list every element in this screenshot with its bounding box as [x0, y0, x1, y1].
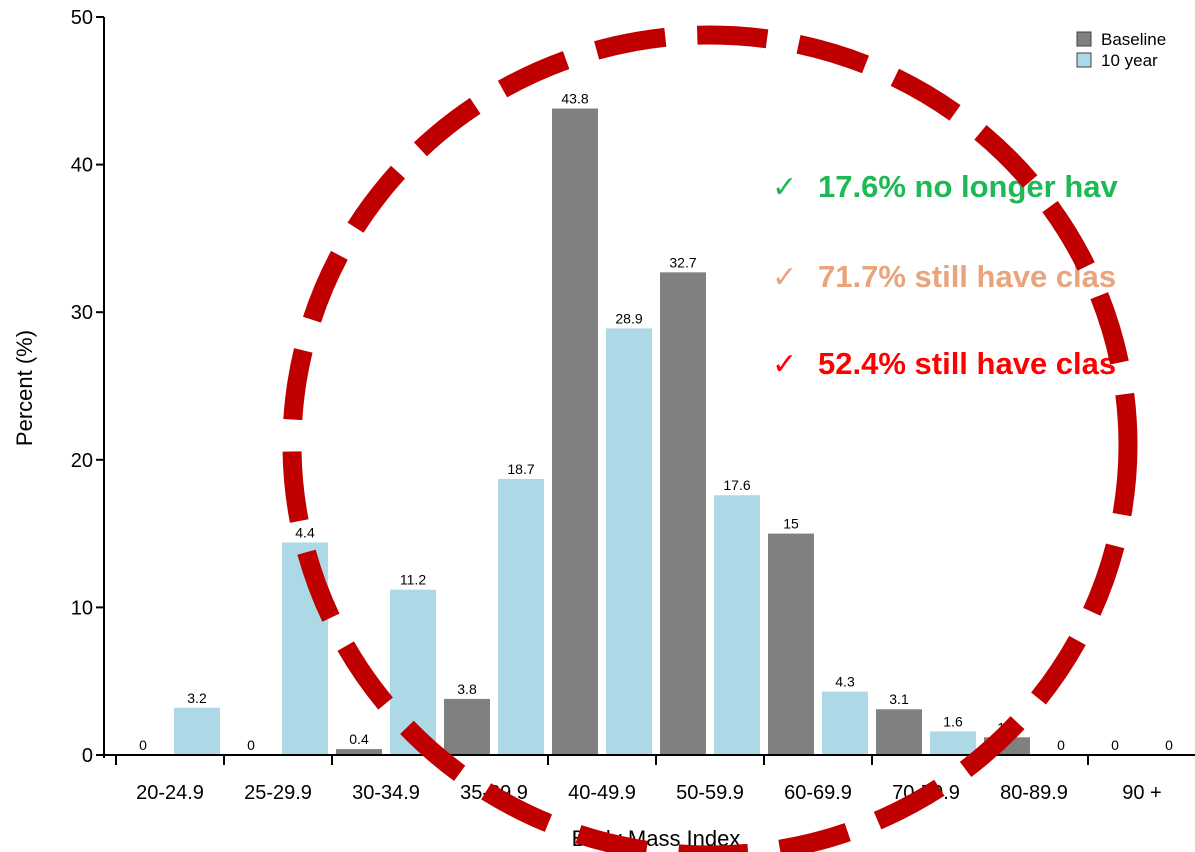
bar-baseline-7	[876, 709, 922, 755]
bar-10-year-6	[822, 691, 868, 755]
data-label-baseline-7: 3.1	[889, 691, 909, 707]
x-tick-label-9: 90 +	[1122, 782, 1161, 804]
legend-label-10-year: 10 year	[1101, 51, 1158, 70]
data-label-10-year-3: 18.7	[507, 461, 534, 477]
bars-layer	[174, 108, 1030, 755]
dashed-ellipse-highlight	[282, 25, 1138, 852]
legend-swatch-baseline	[1076, 31, 1092, 47]
bar-baseline-2	[336, 749, 382, 755]
annotation-check-icon-2: ✓	[772, 347, 797, 382]
x-tick-label-4: 40-49.9	[568, 782, 636, 804]
bar-baseline-5	[660, 272, 706, 755]
annotation-check-icon-0: ✓	[772, 170, 797, 205]
legend-label-baseline: Baseline	[1101, 30, 1166, 49]
y-tick-label-5: 50	[71, 7, 93, 29]
dashed-ellipse	[282, 25, 1138, 852]
data-labels-layer: 0 0 0.43.843.832.7153.11.203.24.411.218.72…	[139, 91, 1173, 753]
data-label-10-year-2: 11.2	[400, 572, 426, 588]
annotation-text-2: 52.4% still have clas	[818, 346, 1116, 381]
x-tick-label-5: 50-59.9	[676, 782, 744, 804]
y-tick-label-2: 20	[71, 450, 93, 472]
legend-swatch-10-year	[1076, 52, 1092, 68]
data-label-10-year-6: 4.3	[835, 674, 855, 690]
legend: Baseline 10 year	[1076, 30, 1166, 70]
bar-baseline-4	[552, 108, 598, 755]
data-label-10-year-8: 0	[1057, 737, 1065, 753]
annotations: ✓ 17.6% no longer hav ✓ 71.7% still have cl…	[772, 169, 1119, 382]
x-tick-label-2: 30-34.9	[352, 782, 420, 804]
data-label-baseline-2: 0.4	[349, 731, 369, 747]
bar-baseline-3	[444, 698, 490, 755]
data-label-10-year-9: 0	[1165, 737, 1173, 753]
y-tick-label-1: 10	[71, 597, 93, 619]
annotation-text-0: 17.6% no longer hav	[818, 169, 1119, 204]
bar-10-year-7	[930, 731, 976, 755]
data-label-baseline-4: 43.8	[561, 91, 588, 107]
data-label-10-year-4: 28.9	[615, 310, 642, 326]
annotation-check-icon-1: ✓	[772, 260, 797, 295]
bar-10-year-5	[714, 495, 760, 755]
y-axis-title: Percent (%)	[12, 330, 37, 446]
y-tick-label-3: 30	[71, 302, 93, 324]
bar-10-year-3	[498, 478, 544, 755]
x-tick-label-0: 20-24.9	[136, 782, 204, 804]
data-label-10-year-0: 3.2	[187, 690, 207, 706]
data-label-baseline-9: 0	[1111, 737, 1119, 753]
bar-baseline-6	[768, 533, 814, 755]
data-label-baseline-3: 3.8	[457, 681, 477, 697]
y-tick-label-0: 0	[82, 745, 93, 767]
data-label-baseline-1: 0	[247, 737, 255, 753]
y-tick-label-4: 40	[71, 155, 93, 177]
data-label-10-year-5: 17.6	[723, 477, 750, 493]
data-label-baseline-6: 15	[783, 516, 799, 532]
data-label-baseline-0: 0	[139, 737, 147, 753]
data-label-baseline-5: 32.7	[669, 254, 696, 270]
x-tick-label-8: 80-89.9	[1000, 782, 1068, 804]
bar-10-year-4	[606, 328, 652, 755]
data-label-10-year-1: 4.4	[295, 524, 315, 540]
data-label-10-year-7: 1.6	[943, 713, 963, 729]
x-tick-label-1: 25-29.9	[244, 782, 312, 804]
x-tick-label-6: 60-69.9	[784, 782, 852, 804]
bar-10-year-0	[174, 707, 220, 755]
annotation-text-1: 71.7% still have clas	[818, 259, 1116, 294]
